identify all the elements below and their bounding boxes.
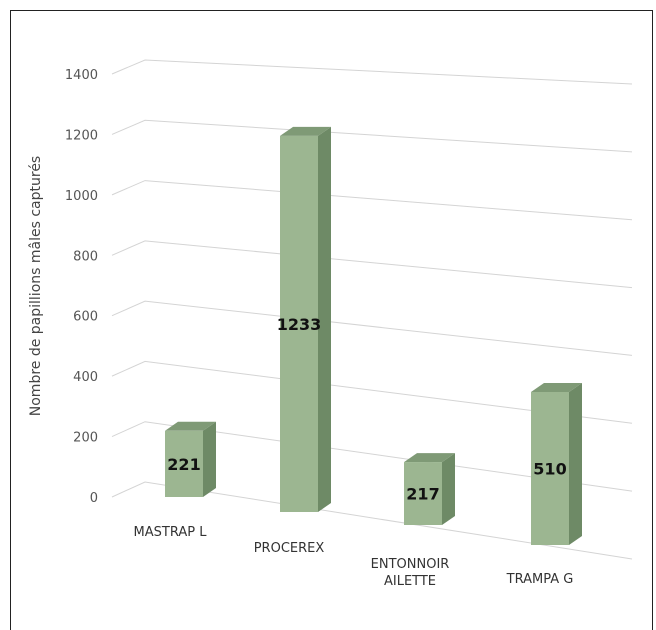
y-tick-label: 400 xyxy=(73,370,98,385)
bar-side xyxy=(318,126,331,512)
y-tick-label: 800 xyxy=(73,249,98,264)
bar-front xyxy=(531,392,569,545)
y-tick-label: 1400 xyxy=(65,68,98,83)
y-tick-label: 1200 xyxy=(65,128,98,143)
y-axis-label: Nombre de papillions mâles capturés xyxy=(28,156,44,416)
gridline xyxy=(111,421,633,492)
bar: 221 xyxy=(165,421,216,497)
bar-front xyxy=(280,135,318,512)
category-label: ENTONNOIR AILETTE xyxy=(371,557,450,589)
bar-top xyxy=(531,383,582,392)
gridline xyxy=(111,360,633,424)
gridline xyxy=(111,240,633,289)
chart-frame xyxy=(10,10,653,630)
gridline xyxy=(111,119,633,153)
gridline xyxy=(111,481,633,560)
category-label: MASTRAP L xyxy=(134,525,208,540)
bar-side xyxy=(442,453,455,525)
gridline xyxy=(111,300,633,356)
bar: 510 xyxy=(531,383,582,545)
y-tick-label: 0 xyxy=(90,491,98,506)
bar-top xyxy=(404,453,455,463)
gridline xyxy=(111,180,633,221)
bars: 221 1233 217 510 xyxy=(165,126,582,545)
y-tick-labels: 0 200 400 600 800 1000 1200 1400 xyxy=(65,68,98,506)
bar-top xyxy=(165,421,216,431)
data-label: 1233 xyxy=(277,315,322,334)
bar-top xyxy=(280,126,331,136)
data-label: 221 xyxy=(167,455,200,474)
bar: 1233 xyxy=(277,126,331,512)
bar-front xyxy=(165,430,203,497)
bar: 217 xyxy=(404,453,455,525)
bar-front xyxy=(404,462,442,525)
gridlines xyxy=(111,59,633,560)
y-tick-label: 1000 xyxy=(65,189,98,204)
category-label: TRAMPA G xyxy=(506,572,574,587)
data-label: 510 xyxy=(533,460,566,479)
bar-side xyxy=(569,383,582,545)
gridline xyxy=(111,59,633,85)
y-tick-label: 600 xyxy=(73,310,98,325)
y-tick-label: 200 xyxy=(73,431,98,446)
category-labels: MASTRAP L PROCEREX ENTONNOIR AILETTE TRAMPA … xyxy=(134,525,574,589)
category-label: PROCEREX xyxy=(254,541,325,556)
bar-side xyxy=(203,421,216,497)
data-label: 217 xyxy=(406,485,439,504)
